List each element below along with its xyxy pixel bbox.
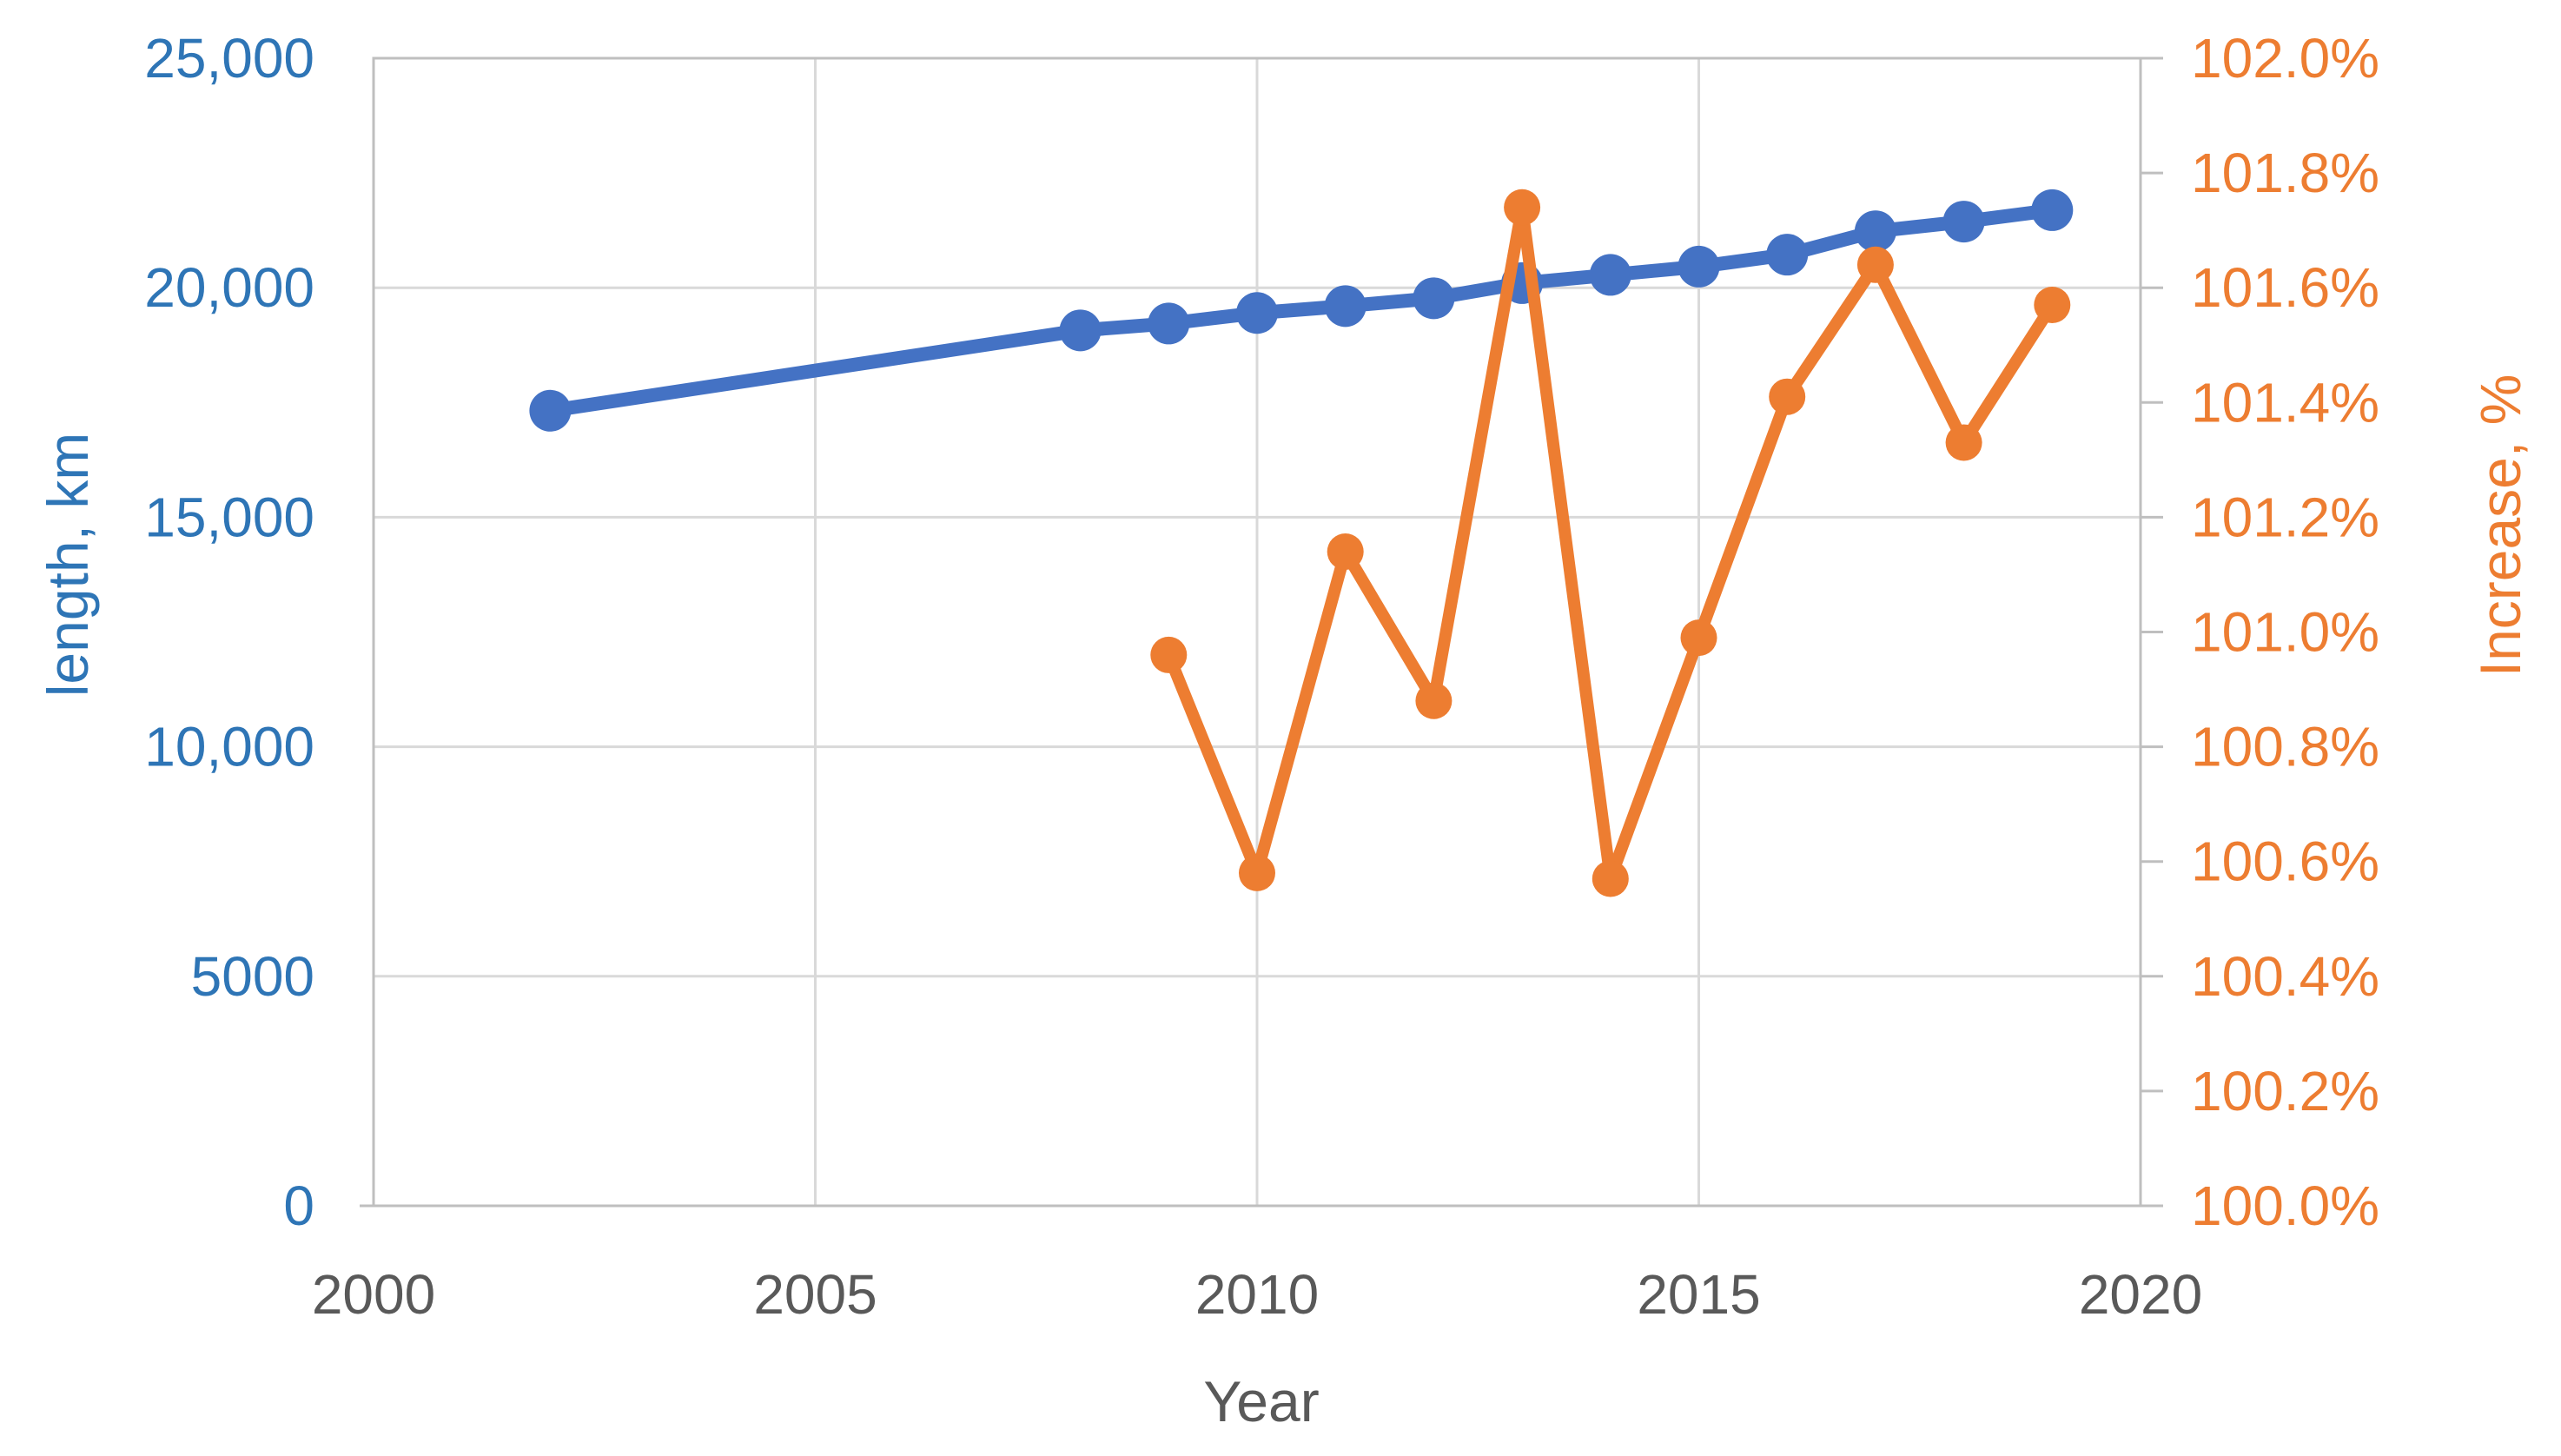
data-point-right <box>1504 189 1541 226</box>
data-point-right <box>1415 682 1453 719</box>
right-axis-tick-label: 101.4% <box>2191 371 2379 433</box>
data-point-left <box>1324 285 1367 328</box>
data-point-right <box>1856 246 1894 283</box>
data-point-right <box>1150 636 1188 673</box>
right-axis-tick-label: 101.2% <box>2191 486 2379 548</box>
data-point-left <box>1766 234 1809 276</box>
left-axis-title: length, km <box>36 432 100 698</box>
data-point-left <box>1413 277 1455 320</box>
right-axis-tick-label: 102.0% <box>2191 27 2379 89</box>
x-axis-tick-label: 2015 <box>1637 1263 1760 1326</box>
data-point-left <box>2031 189 2074 231</box>
left-axis-tick-label: 5000 <box>191 945 314 1008</box>
data-point-right <box>1239 854 1275 891</box>
x-axis-tick-label: 2020 <box>2079 1263 2202 1326</box>
data-point-left <box>1059 309 1102 352</box>
data-point-left <box>1678 245 1720 288</box>
right-axis-title: Increase, % <box>2468 374 2532 678</box>
data-point-left <box>1236 292 1278 334</box>
x-axis-tick-label: 2000 <box>312 1263 435 1326</box>
data-point-right <box>1680 619 1717 657</box>
data-point-right <box>1945 424 1982 461</box>
left-axis-tick-label: 25,000 <box>144 27 314 89</box>
series-line-left <box>543 202 2060 418</box>
data-point-left <box>1589 254 1631 296</box>
left-axis-tick-label: 10,000 <box>144 716 314 778</box>
left-axis-tick-label: 20,000 <box>144 256 314 319</box>
x-axis-tick-label: 2010 <box>1195 1263 1319 1326</box>
right-axis-tick-label: 100.4% <box>2191 945 2379 1008</box>
data-point-left <box>529 389 572 432</box>
data-point-left <box>1942 201 1985 243</box>
data-point-right <box>1769 378 1806 415</box>
data-point-left <box>1854 210 1896 253</box>
right-axis-tick-label: 101.6% <box>2191 256 2379 319</box>
right-axis-tick-label: 100.0% <box>2191 1175 2379 1237</box>
left-axis-tick-label: 0 <box>283 1175 314 1237</box>
data-point-right <box>1592 860 1629 897</box>
data-point-right <box>2034 287 2071 324</box>
x-axis-tick-label: 2005 <box>753 1263 877 1326</box>
right-axis-tick-label: 100.2% <box>2191 1060 2379 1122</box>
data-point-left <box>1148 302 1190 345</box>
left-axis-tick-label: 15,000 <box>144 486 314 548</box>
right-axis-tick-label: 101.0% <box>2191 601 2379 664</box>
x-axis-title: Year <box>1203 1369 1320 1433</box>
right-axis-tick-label: 101.8% <box>2191 142 2379 204</box>
right-axis-tick-label: 100.8% <box>2191 716 2379 778</box>
data-point-right <box>1327 533 1364 571</box>
right-axis-tick-label: 100.6% <box>2191 831 2379 893</box>
